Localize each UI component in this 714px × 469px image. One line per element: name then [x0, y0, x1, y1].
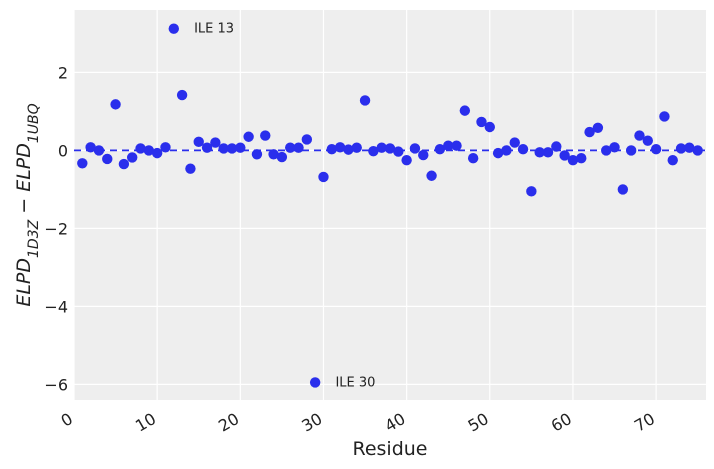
data-point	[326, 144, 337, 155]
data-point	[584, 126, 595, 138]
data-point	[559, 150, 570, 161]
x-tick-label: 60	[548, 409, 575, 436]
x-tick-label: 20	[215, 409, 242, 436]
data-points	[77, 23, 703, 388]
point-annotation: ILE 13	[194, 22, 234, 37]
data-point	[434, 144, 446, 155]
data-point	[176, 89, 188, 101]
data-point	[376, 142, 387, 153]
data-point	[501, 145, 512, 156]
data-point	[210, 137, 221, 148]
data-point	[268, 149, 279, 160]
x-tick-label: 0	[58, 409, 76, 431]
data-point	[260, 130, 271, 141]
x-tick-label: 50	[465, 409, 492, 436]
data-point	[243, 131, 254, 142]
data-point	[692, 145, 703, 156]
data-point	[102, 153, 113, 165]
data-point	[467, 153, 479, 164]
x-tick-label: 40	[381, 409, 408, 436]
data-point	[334, 142, 346, 153]
data-point	[168, 23, 179, 34]
x-tick-label: 70	[631, 409, 658, 436]
x-axis-label: Residue	[352, 438, 427, 460]
data-point	[309, 377, 321, 388]
data-point	[476, 116, 487, 128]
data-point	[351, 142, 362, 153]
y-tick-label: −4	[44, 297, 68, 316]
data-point	[684, 142, 695, 153]
data-point	[393, 146, 404, 157]
data-point	[343, 144, 354, 155]
data-point	[459, 105, 471, 116]
data-point	[359, 95, 371, 106]
data-point	[218, 143, 229, 154]
data-point	[509, 137, 520, 148]
data-point	[517, 144, 529, 155]
data-point	[542, 147, 554, 158]
data-point	[418, 149, 429, 161]
data-point	[625, 145, 637, 156]
data-point	[492, 147, 504, 159]
data-point	[443, 140, 454, 151]
data-point	[551, 141, 562, 152]
data-point	[384, 143, 396, 154]
x-tick-label: 30	[298, 409, 325, 436]
y-tick-label: 0	[58, 141, 68, 160]
data-point	[368, 145, 379, 157]
data-point	[301, 134, 313, 145]
y-axis-label: ELPD1D3Z − ELPD1UBQ	[13, 103, 42, 306]
data-point	[226, 143, 238, 154]
data-point	[526, 186, 537, 197]
data-point	[617, 184, 629, 195]
data-point	[650, 144, 662, 155]
data-point	[601, 145, 612, 156]
data-point	[276, 151, 288, 163]
y-tick-label: −2	[44, 219, 68, 238]
data-point	[135, 143, 146, 154]
data-point	[576, 153, 587, 164]
data-point	[151, 147, 163, 159]
data-point	[185, 163, 196, 174]
data-point	[143, 145, 155, 156]
data-point	[285, 142, 296, 153]
data-point	[110, 99, 121, 110]
point-annotation: ILE 30	[335, 375, 375, 390]
data-point	[592, 122, 604, 133]
y-axis-ticks: −6 −4 −2 0 2	[44, 63, 68, 394]
data-point	[235, 142, 246, 153]
data-point	[659, 111, 670, 122]
data-point	[642, 135, 653, 146]
data-point	[634, 130, 645, 141]
data-point	[201, 142, 213, 153]
data-point	[609, 142, 620, 153]
data-point	[409, 143, 421, 154]
data-point	[118, 158, 130, 170]
plot-area	[74, 10, 706, 400]
y-tick-label: −6	[44, 375, 68, 394]
data-point	[675, 143, 687, 154]
data-point	[567, 154, 579, 166]
data-point	[484, 121, 495, 133]
x-tick-label: 10	[132, 409, 159, 436]
data-point	[193, 136, 204, 148]
data-point	[426, 170, 437, 181]
data-point	[451, 140, 462, 151]
annotations: ILE 13 ILE 30	[194, 22, 375, 391]
data-point	[293, 142, 304, 153]
data-point	[318, 171, 329, 183]
data-point	[160, 142, 171, 153]
grid-lines	[73, 10, 706, 400]
data-point	[85, 142, 96, 153]
data-point	[77, 158, 88, 169]
data-point	[667, 154, 678, 166]
data-point	[534, 147, 545, 158]
x-axis-ticks: 0 10 20 30 40 50 60 70	[58, 409, 658, 436]
data-point	[401, 154, 412, 166]
y-tick-label: 2	[58, 63, 68, 82]
data-point	[251, 149, 263, 160]
data-point	[127, 152, 138, 163]
data-point	[93, 145, 105, 156]
